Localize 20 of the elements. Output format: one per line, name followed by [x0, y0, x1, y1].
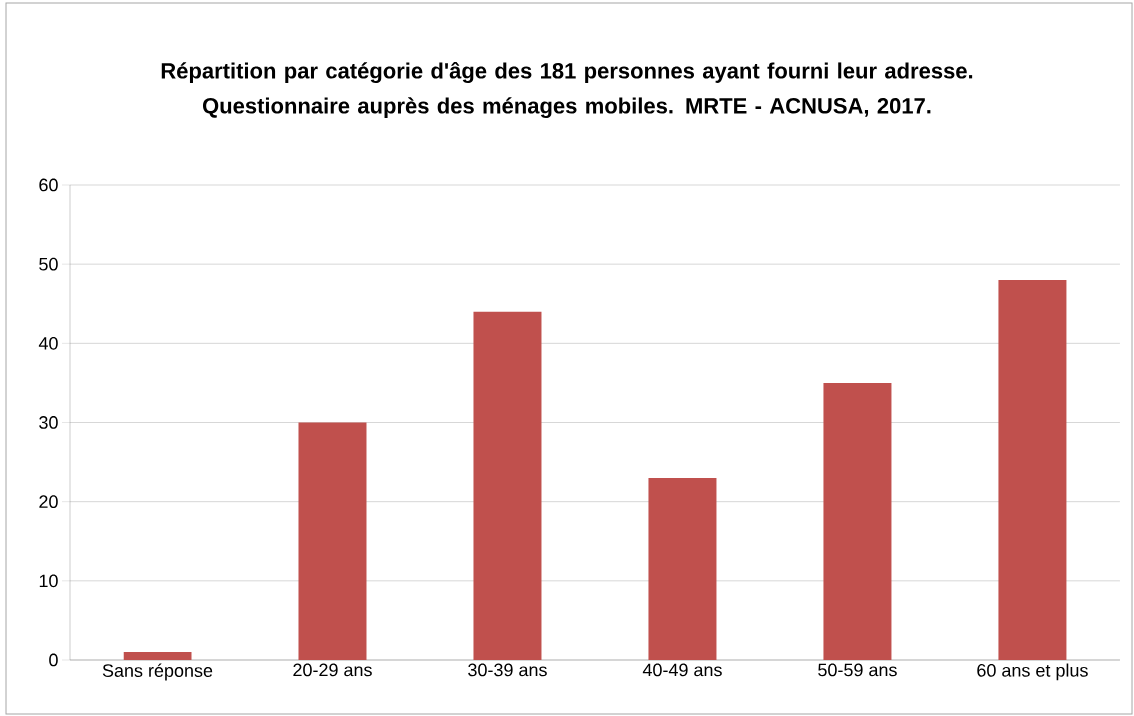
bar [648, 477, 717, 660]
bar [123, 652, 192, 660]
x-tick-label: 50-59 ans [818, 663, 897, 677]
y-tick-label: 10 [39, 574, 58, 588]
y-tick-label: 60 [39, 178, 58, 192]
x-tick-label: 30-39 ans [468, 663, 547, 677]
bar [298, 422, 367, 660]
x-tick-label: Sans réponse [102, 663, 213, 681]
y-tick-label: 0 [49, 653, 58, 667]
x-tick-label: 60 ans et plus [977, 663, 1088, 681]
x-tick-label: 40-49 ans [642, 663, 722, 677]
y-tick-label: 50 [39, 257, 58, 271]
y-tick-label: 20 [39, 495, 58, 509]
bar [823, 382, 892, 660]
bar [473, 311, 542, 660]
x-tick-label: 20-29 ans [293, 663, 372, 677]
y-tick-label: 40 [38, 336, 58, 350]
bar [998, 280, 1067, 660]
chart-title: Répartition par catégorie d'âge des 181 personnes ayant fourni leur adresse. Questionnaire auprès des ménages mobiles. MRTE - ACNUSA, 2017. [161, 61, 973, 119]
y-tick-label: 30 [39, 416, 58, 429]
